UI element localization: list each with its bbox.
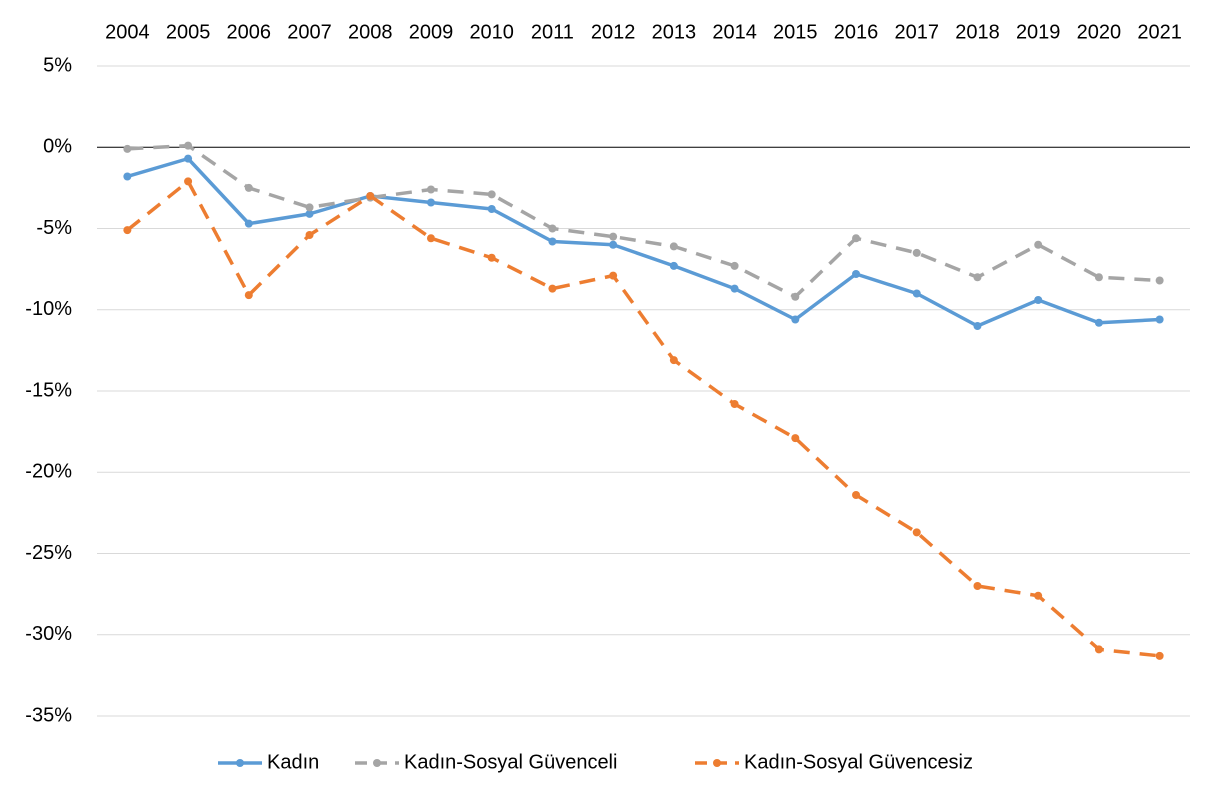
x-tick-label: 2012	[591, 21, 636, 43]
point	[730, 261, 739, 270]
x-tick-label: 2007	[287, 21, 332, 43]
point	[609, 240, 618, 249]
x-tick-label: 2004	[105, 21, 150, 43]
point	[852, 270, 861, 278]
point	[123, 226, 132, 235]
x-tick-label: 2020	[1077, 21, 1122, 43]
legend-marker	[236, 759, 244, 767]
point	[548, 284, 557, 293]
point	[852, 234, 861, 243]
point	[305, 203, 314, 212]
legend-label: Kadın	[267, 751, 319, 773]
x-tick-label: 2014	[712, 21, 757, 43]
point	[730, 284, 739, 293]
x-tick-label: 2016	[834, 21, 879, 43]
series-line	[126, 156, 1160, 328]
point	[852, 491, 861, 499]
point	[1155, 276, 1164, 285]
point	[123, 172, 132, 181]
point	[305, 231, 314, 239]
point	[1155, 651, 1164, 660]
x-tick-label: 2018	[955, 21, 1000, 43]
legend-label: Kadın-Sosyal Güvenceli	[404, 751, 617, 773]
point	[548, 224, 557, 233]
series-line	[126, 179, 1160, 658]
x-tick-label: 2015	[773, 21, 818, 43]
point	[669, 356, 678, 365]
point	[669, 242, 678, 251]
point	[487, 253, 496, 262]
point	[184, 141, 193, 150]
x-tick-label: 2008	[348, 21, 393, 43]
x-tick-label: 2006	[227, 21, 272, 43]
x-tick-label: 2021	[1137, 21, 1182, 43]
x-tick-label: 2013	[652, 21, 697, 43]
point	[123, 144, 132, 153]
point	[184, 154, 193, 163]
point	[487, 190, 496, 199]
point	[305, 209, 314, 218]
point	[973, 322, 982, 330]
point	[912, 248, 921, 257]
point	[426, 198, 435, 207]
point	[244, 183, 253, 192]
y-tick-label: -20%	[25, 461, 72, 483]
x-tick-label: 2009	[409, 21, 454, 43]
point	[791, 315, 800, 324]
point	[1034, 591, 1043, 600]
point	[912, 289, 921, 298]
point	[1155, 315, 1164, 324]
point	[912, 528, 921, 537]
point	[487, 205, 496, 213]
x-tick-label: 2011	[531, 21, 574, 43]
point	[1034, 296, 1043, 304]
y-tick-label: -35%	[25, 704, 72, 726]
y-tick-label: -15%	[25, 379, 72, 401]
point	[791, 292, 800, 301]
point	[184, 177, 193, 186]
point	[609, 271, 618, 280]
point	[244, 291, 253, 300]
y-tick-label: -25%	[25, 542, 72, 564]
point	[366, 192, 375, 200]
y-tick-label: -10%	[25, 298, 72, 320]
point	[791, 434, 800, 443]
point	[973, 273, 982, 282]
point	[426, 234, 435, 243]
y-tick-label: 0%	[43, 136, 72, 158]
point	[1094, 273, 1103, 282]
x-tick-label: 2010	[469, 21, 514, 43]
point	[244, 219, 253, 228]
point	[669, 261, 678, 270]
point	[609, 232, 618, 241]
legend-marker	[373, 759, 381, 767]
y-tick-label: -30%	[25, 623, 72, 645]
point	[1094, 318, 1103, 327]
x-tick-label: 2019	[1016, 21, 1061, 43]
x-tick-label: 2017	[895, 21, 940, 43]
legend-marker	[713, 759, 721, 767]
series-line	[127, 143, 1160, 299]
x-tick-label: 2005	[166, 21, 211, 43]
point	[973, 582, 982, 590]
point	[426, 185, 435, 194]
y-tick-label: -5%	[36, 217, 72, 239]
point	[730, 400, 739, 408]
point	[1034, 240, 1043, 249]
legend-label: Kadın-Sosyal Güvencesiz	[744, 751, 973, 773]
point	[548, 237, 557, 246]
y-tick-label: 5%	[43, 54, 72, 76]
point	[1094, 645, 1103, 654]
